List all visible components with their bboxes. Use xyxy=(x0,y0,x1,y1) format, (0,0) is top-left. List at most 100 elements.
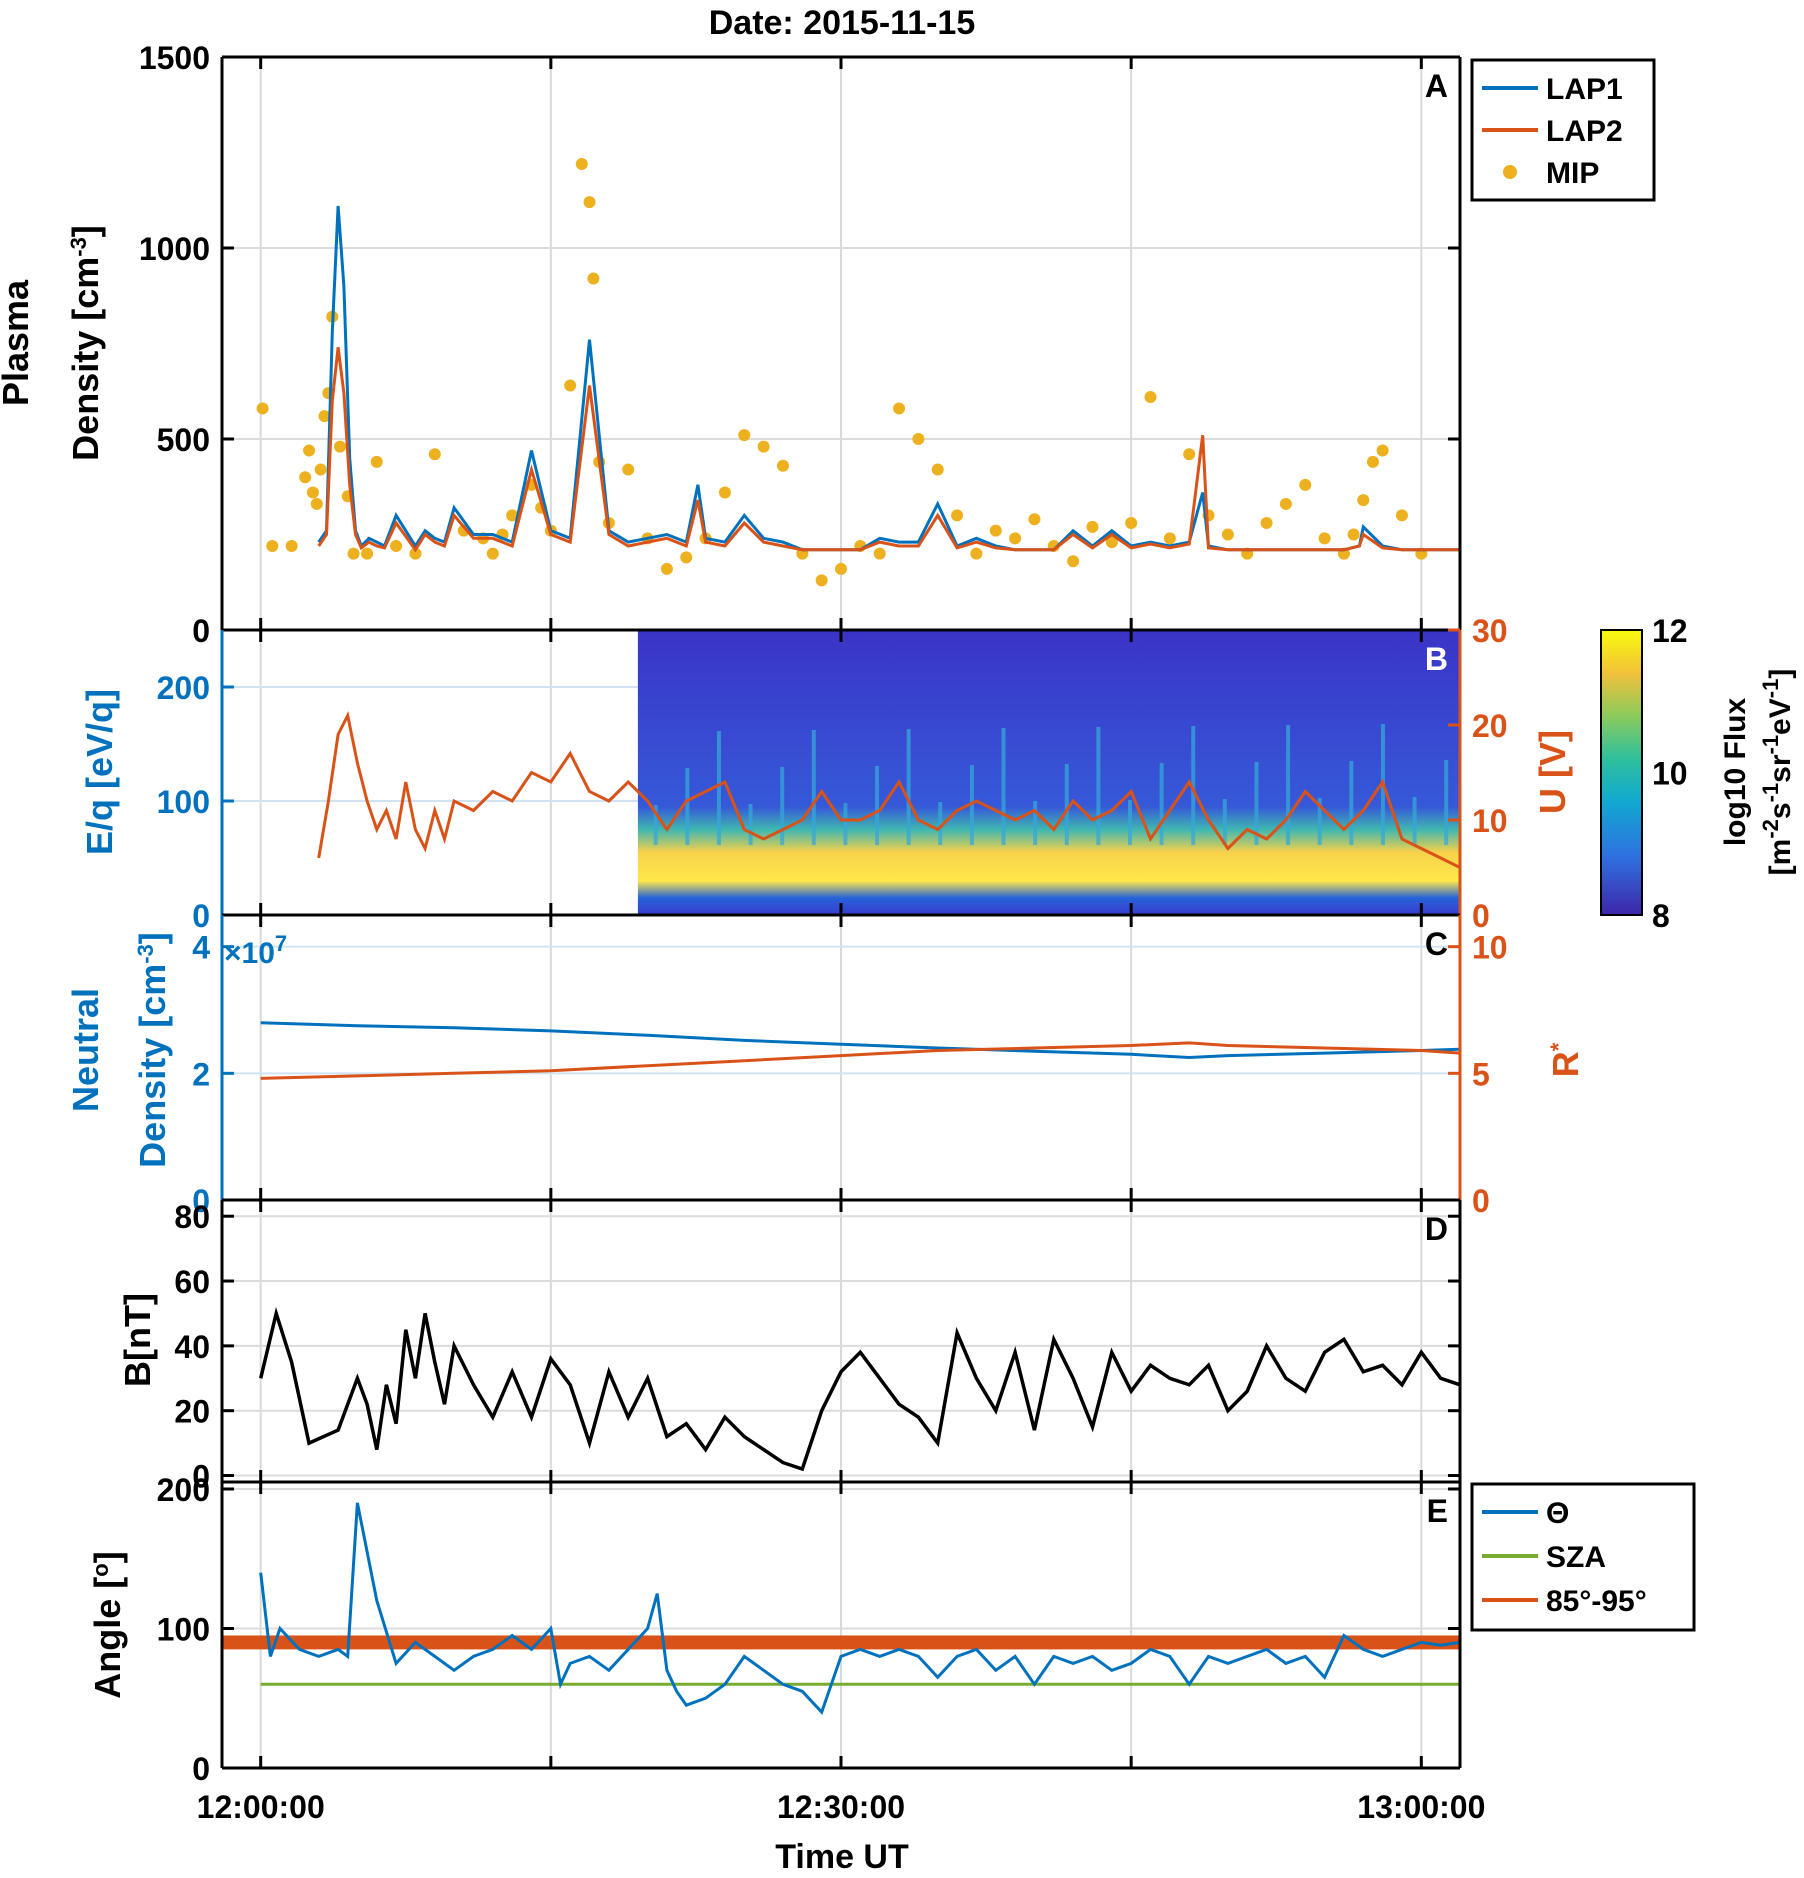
band-85-95 xyxy=(222,1635,1460,1650)
y-label: E/q [eV/q] xyxy=(79,689,120,855)
mip-point xyxy=(718,486,731,499)
heatmap-streak xyxy=(653,805,658,845)
y-tick-label: 0 xyxy=(192,1751,210,1787)
mip-point xyxy=(757,440,770,453)
heatmap-streak xyxy=(875,766,880,845)
heatmap-streak xyxy=(1001,728,1006,845)
mip-point xyxy=(256,402,269,415)
series-theta xyxy=(259,1502,1461,1716)
legend-label: 85°-95° xyxy=(1546,1585,1647,1618)
mip-point xyxy=(970,547,983,560)
panel-letter: D xyxy=(1425,1211,1448,1247)
x-tick-label: 12:30:00 xyxy=(777,1789,905,1825)
y-tick-label: 1000 xyxy=(139,231,210,267)
heatmap-streak xyxy=(685,768,690,845)
y2-tick-label: 10 xyxy=(1472,930,1508,966)
y2-label: R* xyxy=(1545,1042,1586,1077)
mip-point xyxy=(390,539,403,552)
y-tick-label: 2 xyxy=(192,1056,210,1092)
y-tick-label: 100 xyxy=(157,784,210,820)
panel-e: 0 100 200 E Angle [o] 12:00:00 12:30:00 13:00:0… xyxy=(87,1472,1696,1825)
y2-tick-label: 0 xyxy=(1472,1183,1490,1219)
mip-point xyxy=(931,463,944,476)
heatmap-streak xyxy=(1349,761,1354,845)
y-tick-label: 200 xyxy=(157,1472,210,1508)
mip-point xyxy=(989,524,1002,537)
x-tick-label: 13:00:00 xyxy=(1357,1789,1485,1825)
series-lap1 xyxy=(317,205,1460,552)
panel-d: 0 20 40 60 80 D B[nT] xyxy=(117,1198,1462,1495)
mip-point xyxy=(1376,444,1389,457)
mip-point xyxy=(486,547,499,560)
series-b xyxy=(258,1306,1461,1472)
mip-point xyxy=(1347,528,1360,541)
mip-point xyxy=(347,547,360,560)
series-neutral-density xyxy=(260,1021,1461,1060)
y-tick-label: 80 xyxy=(174,1199,210,1235)
legend-label: SZA xyxy=(1546,1541,1606,1574)
colorbar: 8 10 12 log10 Flux[m-2s-1sr-1eV-1] xyxy=(1600,613,1798,934)
x-axis-label: Time UT xyxy=(775,1838,909,1876)
series-r-star xyxy=(260,1041,1461,1080)
mip-point xyxy=(564,379,577,392)
heatmap-streak xyxy=(1159,763,1164,845)
y-tick-label: 4 xyxy=(192,930,210,966)
mip-point xyxy=(306,486,319,499)
mip-point xyxy=(1357,494,1370,507)
y-tick-label: 0 xyxy=(192,898,210,934)
mip-point xyxy=(622,463,635,476)
y-tick-label: 0 xyxy=(192,1183,210,1219)
panel-letter: A xyxy=(1425,68,1448,104)
mip-point xyxy=(1366,455,1379,468)
mip-point xyxy=(1009,532,1022,545)
legend-swatch xyxy=(1503,165,1517,179)
mip-point xyxy=(333,440,346,453)
panel-letter: C xyxy=(1425,926,1448,962)
mip-point xyxy=(1067,555,1080,568)
mip-point xyxy=(299,471,312,484)
mip-point xyxy=(1105,536,1118,549)
y-tick-label: 40 xyxy=(174,1329,210,1365)
heatmap-streak xyxy=(1444,760,1449,845)
y2-label: U [V] xyxy=(1532,730,1573,814)
mip-point xyxy=(370,455,383,468)
colorbar-label-line2: [m-2s-1sr-1eV-1] xyxy=(1758,669,1798,876)
figure-title: Date: 2015-11-15 xyxy=(709,4,976,42)
y-label: B[nT] xyxy=(117,1293,158,1387)
heatmap-streak xyxy=(780,767,785,845)
mip-point xyxy=(1318,532,1331,545)
mip-point xyxy=(1279,497,1292,510)
legend-label: Θ xyxy=(1546,1497,1569,1530)
y-label-line1: Neutral xyxy=(65,988,106,1112)
heatmap-streak xyxy=(969,765,974,845)
mip-point xyxy=(303,444,316,457)
mip-point xyxy=(912,433,925,445)
mip-point xyxy=(285,539,298,552)
heatmap-streak xyxy=(1254,762,1259,845)
y2-tick-label: 0 xyxy=(1472,898,1490,934)
mip-point xyxy=(318,410,331,423)
panel-letter: B xyxy=(1425,641,1448,677)
mip-point xyxy=(1183,448,1196,461)
heatmap-streak xyxy=(1286,725,1291,845)
mip-point xyxy=(1028,513,1041,526)
y-tick-label: 200 xyxy=(157,670,210,706)
heatmap-streak xyxy=(811,730,816,845)
mip-point xyxy=(1163,532,1176,545)
y-multiplier: ×107 xyxy=(224,931,287,971)
mip-point xyxy=(1221,528,1234,541)
mip-point xyxy=(815,574,828,587)
mip-point xyxy=(266,539,279,552)
heatmap xyxy=(637,630,1460,915)
mip-point xyxy=(680,551,693,564)
mip-point xyxy=(1125,517,1138,530)
heatmap-streak xyxy=(1033,801,1038,845)
panel-letter: E xyxy=(1427,1493,1448,1529)
y-tick-label: 1500 xyxy=(139,40,210,76)
y2-tick-label: 10 xyxy=(1472,803,1508,839)
mip-point xyxy=(873,547,886,560)
mip-point xyxy=(310,497,323,510)
mip-point xyxy=(575,157,588,170)
mip-point xyxy=(1144,390,1157,403)
